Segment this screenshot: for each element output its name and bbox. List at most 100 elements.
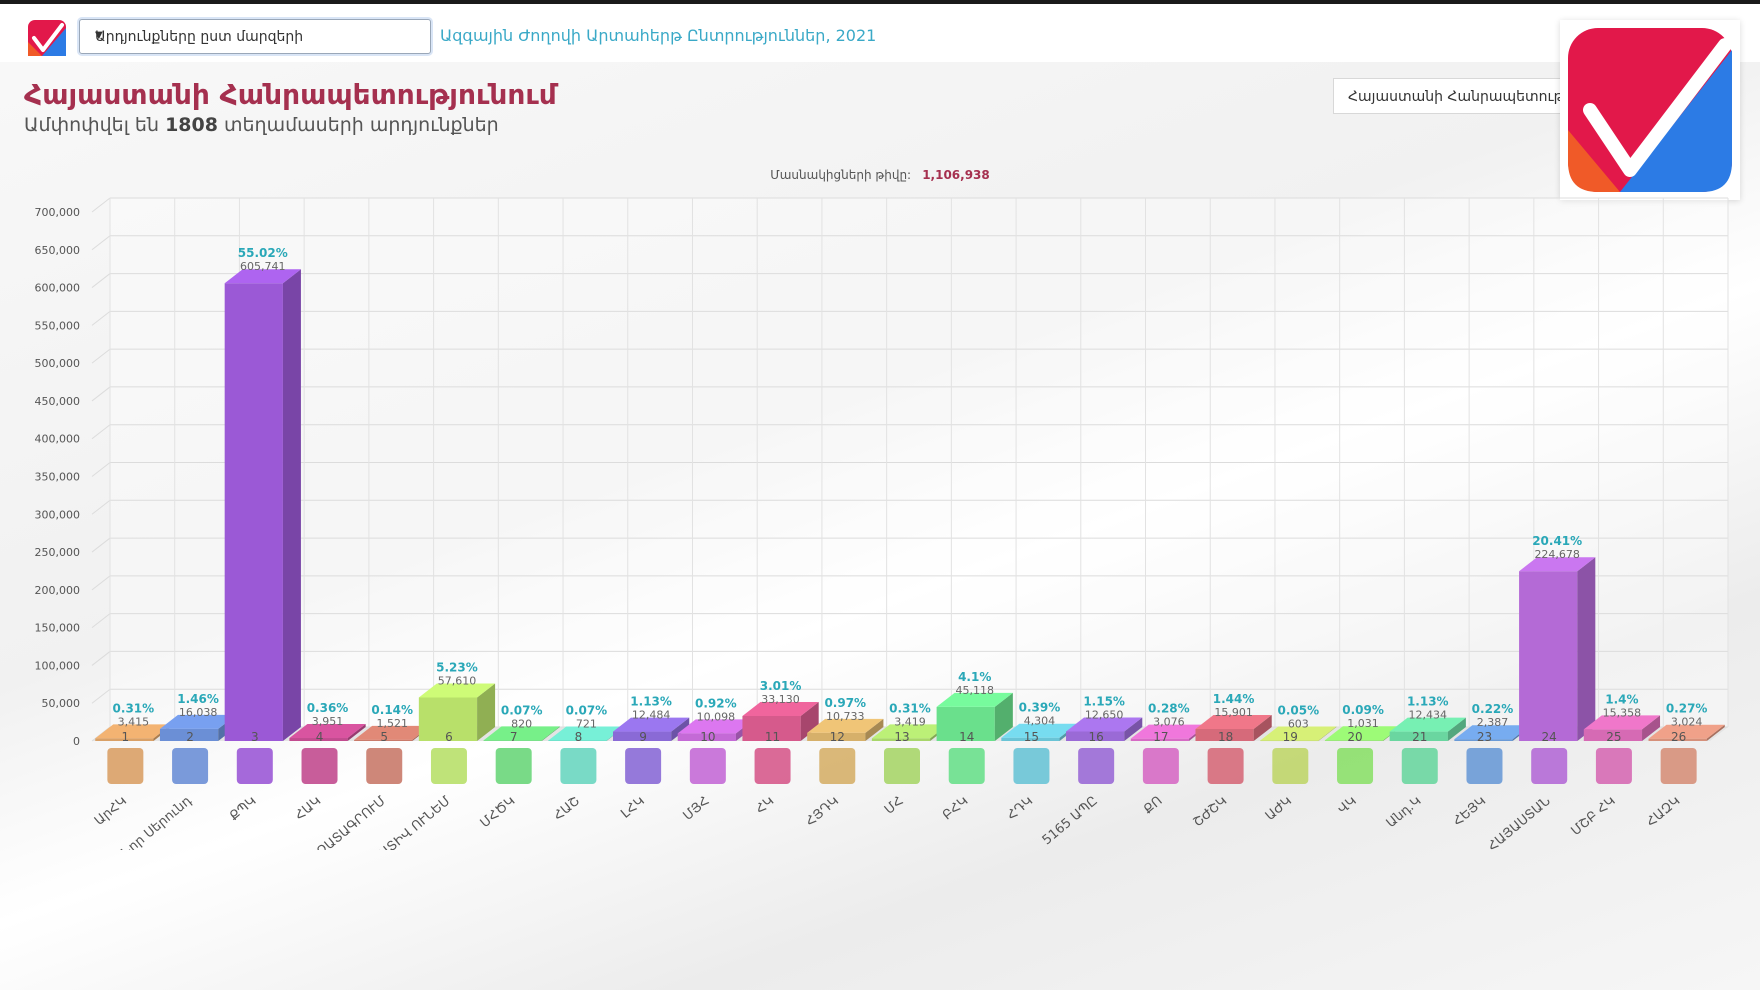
bar-number-label: 19 bbox=[1283, 730, 1298, 744]
category-label: ԼՀԿ bbox=[618, 794, 647, 822]
bar-top bbox=[1066, 717, 1143, 732]
bar-number-label: 25 bbox=[1606, 730, 1621, 744]
party-logo-icon bbox=[366, 748, 403, 784]
bar-percent-label: 0.27% bbox=[1666, 702, 1708, 716]
region-select-button[interactable]: Հայաստանի Հանրապետությու bbox=[1333, 78, 1583, 114]
bar-front bbox=[1583, 729, 1643, 741]
party-logo-icon bbox=[107, 748, 144, 784]
bar-front bbox=[483, 740, 542, 741]
category-label: ՇԺՇԿ bbox=[1191, 794, 1231, 831]
y-tick-label: 450,000 bbox=[35, 395, 81, 408]
bar-percent-label: 0.09% bbox=[1342, 703, 1384, 717]
bar-number-label: 4 bbox=[316, 730, 324, 744]
category-label: 5165 ԱՊԸ bbox=[1040, 794, 1101, 849]
y-tick-label: 50,000 bbox=[42, 697, 81, 710]
bar-value-label: 721 bbox=[576, 717, 597, 730]
bar-value-label: 12,650 bbox=[1085, 708, 1124, 721]
subtitle-suffix: տեղամասերի արդյունքներ bbox=[224, 114, 499, 136]
bar-value-label: 2,387 bbox=[1477, 716, 1509, 729]
bar-percent-label: 0.36% bbox=[307, 701, 349, 715]
bar-percent-label: 0.07% bbox=[501, 703, 543, 717]
bar-side bbox=[1253, 714, 1272, 741]
bar-top bbox=[742, 701, 819, 716]
bar-front bbox=[677, 733, 736, 741]
region-select-label: Հայաստանի Հանրապետությու bbox=[1348, 89, 1583, 105]
cec-large-logo-icon bbox=[1568, 28, 1732, 192]
gridline-side bbox=[91, 386, 111, 402]
party-logo-icon bbox=[1142, 748, 1179, 784]
bar-value-label: 3,415 bbox=[118, 715, 150, 728]
page-title: Հայաստանի Հանրապետությունում bbox=[24, 78, 557, 111]
bar-value-label: 12,484 bbox=[632, 709, 671, 722]
y-tick-label: 500,000 bbox=[35, 357, 81, 370]
bar-number-label: 17 bbox=[1153, 730, 1168, 744]
bar-number-label: 2 bbox=[186, 730, 194, 744]
bar-percent-label: 1.13% bbox=[630, 695, 672, 709]
bar-front bbox=[354, 739, 413, 741]
category-label: ՀԵՅԿ bbox=[1450, 794, 1489, 830]
chart-grid bbox=[91, 197, 1729, 742]
category-label: ՄՇԲ ՀԿ bbox=[1569, 794, 1619, 839]
party-logo-icon bbox=[819, 748, 856, 784]
bar-percent-label: 1.15% bbox=[1083, 694, 1125, 708]
bar-value-label: 605,741 bbox=[240, 260, 286, 273]
bar-side bbox=[800, 701, 819, 741]
bar-front bbox=[936, 706, 995, 741]
bar-percent-label: 0.07% bbox=[566, 703, 608, 717]
party-logo-icon bbox=[884, 748, 920, 784]
category-label: ՄՀ bbox=[882, 794, 907, 818]
bar-percent-label: 0.97% bbox=[824, 696, 866, 710]
y-axis: 0 50,000 100,000 150,000 200,000 250,000 300,0… bbox=[35, 206, 81, 748]
bar-top bbox=[1648, 724, 1725, 739]
category-label: ՔՈ bbox=[1141, 794, 1165, 818]
participants-value: 1,106,938 bbox=[922, 168, 990, 182]
results-view-select[interactable]: Արդյունքները ըստ մարզերի ▼ bbox=[79, 19, 431, 54]
party-logo-icon bbox=[1013, 748, 1050, 784]
category-label: Անդ.Կ bbox=[1384, 794, 1425, 832]
bar-front bbox=[1648, 738, 1707, 741]
bar-front bbox=[1195, 728, 1254, 741]
y-tick-label: 400,000 bbox=[35, 433, 81, 446]
bar-top bbox=[159, 714, 237, 729]
party-logo-icon bbox=[301, 748, 338, 784]
bar-number-label: 1 bbox=[122, 730, 130, 744]
bar-top bbox=[1260, 726, 1337, 741]
category-label: ՀԱԿ bbox=[292, 794, 324, 824]
bar-front bbox=[418, 697, 478, 741]
bar-percent-label: 20.41% bbox=[1532, 534, 1582, 548]
y-tick-label: 100,000 bbox=[35, 659, 81, 672]
bar-front bbox=[289, 738, 348, 741]
bar-top bbox=[677, 719, 754, 734]
election-title[interactable]: Ազգային Ժողովի Արտահերթ Ընտրություններ, … bbox=[440, 26, 877, 45]
bar-front bbox=[224, 283, 283, 741]
gridline-side bbox=[91, 537, 111, 553]
bar-side bbox=[1642, 715, 1661, 741]
bar-percent-label: 3.01% bbox=[760, 679, 802, 693]
bar-number-label: 13 bbox=[894, 730, 909, 744]
cec-logo-icon[interactable] bbox=[28, 20, 66, 56]
party-logo-icon bbox=[495, 748, 532, 784]
bar-top bbox=[1389, 717, 1466, 732]
gridline-side bbox=[91, 651, 111, 666]
bar-front bbox=[871, 738, 931, 741]
bar-top bbox=[289, 724, 366, 739]
bar-value-label: 57,610 bbox=[438, 674, 477, 687]
bar-side bbox=[994, 692, 1013, 741]
bar-front bbox=[1130, 738, 1190, 741]
bar-number-label: 20 bbox=[1347, 730, 1362, 744]
party-logo-icon bbox=[430, 748, 467, 784]
bar-percent-label: 5.23% bbox=[436, 660, 478, 674]
gridline-side bbox=[91, 462, 111, 477]
page-subtitle: Ամփոփվել են 1808 տեղամասերի արդյունքներ bbox=[24, 114, 499, 136]
category-label: ԱրՀԿ bbox=[92, 794, 130, 829]
party-logo-icon bbox=[754, 748, 791, 784]
category-label: ՀԱԶԿ bbox=[1644, 794, 1683, 830]
category-label: ԱԺԿ bbox=[1263, 794, 1295, 824]
y-tick-label: 700,000 bbox=[35, 206, 81, 219]
bar-percent-label: 1.4% bbox=[1605, 692, 1638, 706]
bar-side bbox=[865, 718, 884, 741]
bar-value-label: 3,419 bbox=[894, 715, 926, 728]
bar-top bbox=[1583, 715, 1661, 730]
gridline-side bbox=[91, 613, 111, 629]
bar-top bbox=[936, 692, 1013, 707]
